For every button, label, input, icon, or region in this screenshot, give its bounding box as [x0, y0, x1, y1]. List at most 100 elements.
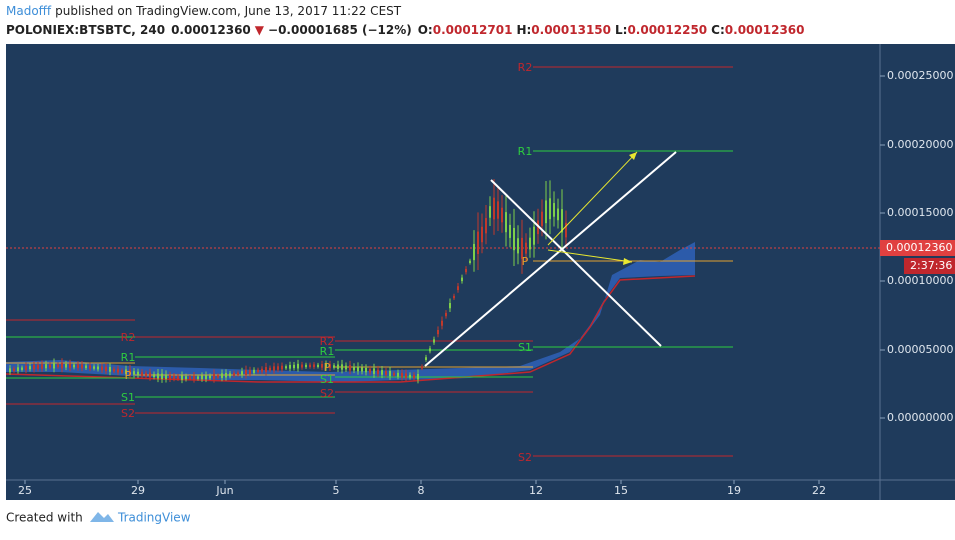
- h-label: H:: [516, 23, 531, 37]
- candle-body: [233, 372, 235, 376]
- candle-body: [217, 375, 219, 378]
- candle-body: [525, 242, 527, 254]
- change: −0.00001685 (−12%): [268, 23, 412, 37]
- candle-body: [541, 211, 543, 226]
- pivot-label: R1: [121, 351, 136, 364]
- candle-body: [405, 373, 407, 378]
- candle-body: [141, 372, 143, 376]
- candle-body: [261, 368, 263, 372]
- candle-body: [565, 222, 567, 238]
- candle-body: [13, 368, 15, 372]
- candle-body: [481, 226, 483, 243]
- candle-body: [185, 376, 187, 380]
- pivot-label: S2: [518, 451, 532, 464]
- date-label: 19: [727, 484, 741, 497]
- candle-body: [349, 365, 351, 371]
- h: 0.00013150: [531, 23, 611, 37]
- date-label: 29: [131, 484, 145, 497]
- candle-body: [93, 366, 95, 369]
- candle-body: [369, 368, 371, 373]
- candle-body: [513, 227, 515, 251]
- candle-body: [485, 218, 487, 234]
- candle-body: [445, 312, 447, 317]
- candle-body: [201, 375, 203, 380]
- candle-body: [549, 198, 551, 220]
- candle-body: [437, 330, 439, 335]
- candle-body: [413, 374, 415, 379]
- price-label: 0.00020000: [887, 138, 953, 151]
- plot: [5, 66, 880, 457]
- candle-body: [121, 370, 123, 373]
- pivot-label: R2: [518, 61, 533, 74]
- arrow-line: [547, 151, 638, 246]
- candle-body: [329, 364, 331, 369]
- candle-body: [133, 371, 135, 375]
- logo: [90, 512, 114, 522]
- candle-body: [189, 376, 191, 379]
- candle-body: [533, 226, 535, 245]
- candle-body: [157, 373, 159, 379]
- candle-body: [289, 364, 291, 369]
- candle-body: [461, 277, 463, 282]
- candle-body: [309, 364, 311, 368]
- candle-body: [85, 365, 87, 369]
- cloud-edge: [5, 275, 696, 383]
- pivot-label: S1: [320, 373, 334, 386]
- cloud: [6, 242, 695, 382]
- pivot-label: R1: [518, 145, 533, 158]
- candle-body: [393, 373, 395, 376]
- candle-body: [381, 370, 383, 375]
- pivot-label: S2: [121, 407, 135, 420]
- candle-body: [325, 363, 327, 368]
- pivot-label: P: [324, 361, 331, 374]
- candle-body: [429, 348, 431, 352]
- pivot-label: S1: [121, 391, 135, 404]
- candle-body: [57, 364, 59, 368]
- candle-body: [97, 366, 99, 370]
- pivot-label: R2: [320, 335, 335, 348]
- o-label: O:: [418, 23, 433, 37]
- arrow-head: [629, 152, 637, 160]
- price-axis: 0.00025000 0.00020000 0.00015000 0.00010000…: [880, 69, 953, 424]
- candle-body: [465, 268, 467, 273]
- candle-body: [89, 365, 91, 369]
- candle-body: [469, 260, 471, 263]
- candle-body: [245, 369, 247, 375]
- footer-brand[interactable]: TradingView: [117, 511, 191, 525]
- date-label: 15: [614, 484, 628, 497]
- candle-body: [153, 374, 155, 378]
- candle-body: [225, 373, 227, 378]
- author[interactable]: Madofff: [6, 4, 52, 18]
- candle-body: [477, 231, 479, 255]
- date-label: 8: [418, 484, 425, 497]
- candle-body: [421, 366, 423, 369]
- candle-body: [117, 368, 119, 373]
- candle-body: [149, 372, 151, 378]
- candle-body: [509, 224, 511, 238]
- candle-body: [209, 375, 211, 379]
- header-line-1: Madofff published on TradingView.com, Jun…: [6, 4, 402, 18]
- arrow-head: [623, 258, 632, 265]
- price-label: 0.00010000: [887, 274, 953, 287]
- candle-body: [297, 363, 299, 369]
- candle-body: [333, 365, 335, 368]
- candle-body: [557, 208, 559, 221]
- countdown: 2:37:36: [910, 259, 952, 272]
- pivot-label: P: [522, 255, 529, 268]
- candle-body: [33, 364, 35, 370]
- published: published on TradingView.com, June 13, 2…: [55, 4, 402, 18]
- candle-body: [501, 207, 503, 223]
- candle-body: [493, 197, 495, 220]
- candle-body: [425, 357, 427, 360]
- pivot-label: P: [125, 369, 132, 382]
- candle-body: [173, 375, 175, 379]
- price-label: 0.00015000: [887, 206, 953, 219]
- candle-body: [197, 376, 199, 379]
- pivot-label: R2: [121, 331, 136, 344]
- price-label: 0.00025000: [887, 69, 953, 82]
- candle-body: [165, 374, 167, 380]
- candle-body: [305, 364, 307, 368]
- candle-body: [53, 363, 55, 369]
- candle-body: [129, 369, 131, 375]
